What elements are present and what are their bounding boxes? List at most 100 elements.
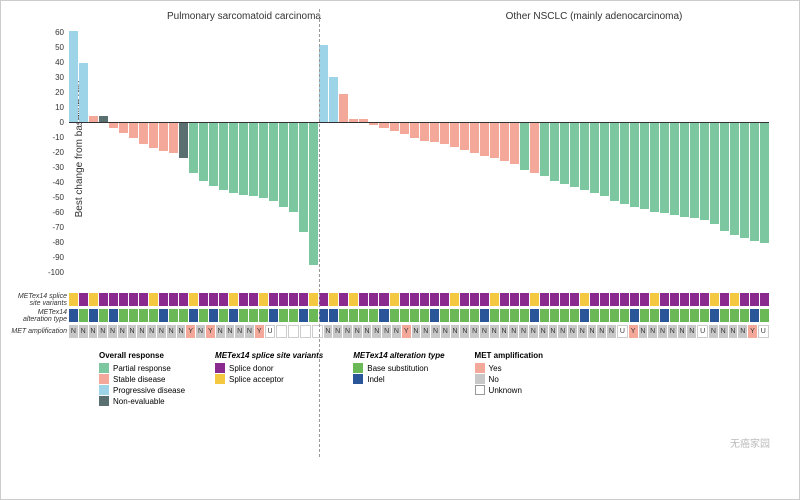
bar-fill: [440, 122, 449, 144]
annotation-cell: [450, 293, 459, 306]
bar: [369, 29, 378, 277]
bar: [710, 29, 719, 277]
annotation-cell: [660, 309, 669, 322]
bar-fill: [730, 122, 739, 235]
legend-item: Splice acceptor: [215, 374, 323, 384]
group-divider: [319, 9, 320, 457]
y-tick: -100: [24, 269, 64, 277]
annotation-cell: [680, 309, 689, 322]
y-axis: 6050403020100-10-20-30-40-50-60-70-80-90…: [24, 29, 64, 277]
bar: [319, 29, 328, 277]
annotation-cell: [179, 309, 188, 322]
annotation-cell: [139, 293, 148, 306]
annotation-cell: [560, 293, 569, 306]
annotation-cell: [510, 293, 519, 306]
bar: [390, 29, 399, 277]
legend-label: Indel: [367, 375, 384, 384]
bar-fill: [540, 122, 549, 176]
annotation-cell: [69, 309, 78, 322]
bar-fill: [159, 122, 168, 151]
bar-fill: [229, 122, 238, 193]
bar-fill: [680, 122, 689, 217]
bar: [540, 29, 549, 277]
annotation-cell: [279, 309, 288, 322]
legend-label: Yes: [489, 364, 502, 373]
annotation-cell: N: [470, 325, 479, 338]
annotation-cell: [339, 309, 348, 322]
annotation-cell: N: [607, 325, 616, 338]
legend-label: Splice acceptor: [229, 375, 284, 384]
bar-fill: [500, 122, 509, 161]
annotation-cell: [369, 293, 378, 306]
annotation-cell: [410, 293, 419, 306]
annotation-cell: [300, 325, 311, 338]
annotation-cell: [379, 309, 388, 322]
annotation-cell: N: [372, 325, 381, 338]
bar-fill: [550, 122, 559, 181]
legend-label: Non-evaluable: [113, 397, 165, 406]
bar-fill: [209, 122, 218, 186]
annotation-cell: [540, 293, 549, 306]
bar-fill: [620, 122, 629, 204]
bar-fill: [670, 122, 679, 215]
annotation-cell: [740, 309, 749, 322]
bar-fill: [460, 122, 469, 150]
legend-label: Unknown: [489, 386, 522, 395]
legend-column: METex14 alteration typeBase substitution…: [353, 351, 444, 406]
bar-fill: [530, 122, 539, 173]
bar: [209, 29, 218, 277]
annotation-cell: [590, 309, 599, 322]
bar: [169, 29, 178, 277]
annotation-cell: [119, 309, 128, 322]
annotation-cell: [480, 309, 489, 322]
legend-item: Indel: [353, 374, 444, 384]
bar-fill: [470, 122, 479, 153]
legend-item: Partial response: [99, 363, 185, 373]
annotation-cell: [149, 293, 158, 306]
y-tick: 10: [24, 104, 64, 112]
annotation-cell: [99, 293, 108, 306]
annotation-cell: [610, 293, 619, 306]
annotation-cells: NNNNNNNNNNNNYNYNNNNYUNNNNNNNNYNNNNNNNNNN…: [69, 325, 769, 338]
annotation-cell: N: [490, 325, 499, 338]
annotation-cell: [299, 309, 308, 322]
annotation-cell: [249, 293, 258, 306]
bar-fill: [490, 122, 499, 158]
annotation-cell: [570, 309, 579, 322]
bar-fill: [69, 31, 78, 122]
annotation-cell: [720, 293, 729, 306]
annotation-cell: [159, 309, 168, 322]
annotation-label: METex14 splice site variants: [9, 293, 67, 307]
bar: [720, 29, 729, 277]
y-tick: 30: [24, 74, 64, 82]
bar-fill: [520, 122, 529, 170]
annotation-cell: N: [519, 325, 528, 338]
annotation-cell: [510, 309, 519, 322]
annotation-cells: [69, 309, 769, 322]
annotation-cell: N: [128, 325, 137, 338]
annotation-cell: [600, 293, 609, 306]
legend-item: Non-evaluable: [99, 396, 185, 406]
bar: [690, 29, 699, 277]
annotation-cell: N: [245, 325, 254, 338]
annotation-cell: N: [382, 325, 391, 338]
annotation-cell: N: [147, 325, 156, 338]
bar-fill: [390, 122, 399, 131]
y-tick: -20: [24, 149, 64, 157]
annotation-cell: [490, 309, 499, 322]
bar-fill: [630, 122, 639, 207]
bar: [680, 29, 689, 277]
bar: [400, 29, 409, 277]
bar-fill: [750, 122, 759, 241]
annotation-cell: N: [687, 325, 696, 338]
annotation-cell: [239, 309, 248, 322]
annotation-cell: [288, 325, 299, 338]
bar-fill: [199, 122, 208, 181]
legend-label: Partial response: [113, 364, 171, 373]
y-tick: 40: [24, 59, 64, 67]
bar: [480, 29, 489, 277]
annotation-cell: [440, 293, 449, 306]
bar-fill: [710, 122, 719, 224]
annotation-cell: [239, 293, 248, 306]
bar-fill: [420, 122, 429, 141]
